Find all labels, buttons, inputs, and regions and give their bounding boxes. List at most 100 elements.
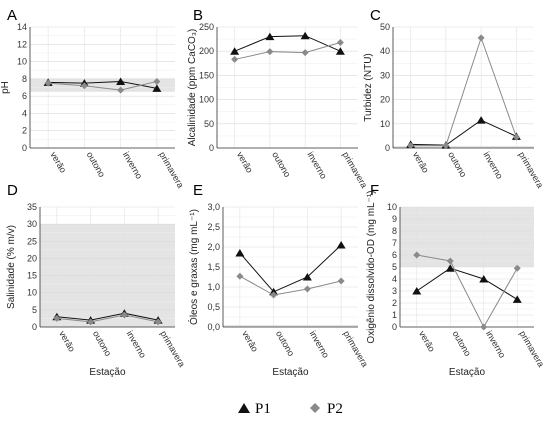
series-line-p2 [48,80,157,91]
data-point-p1 [476,116,486,124]
y-tick-label: 35 [27,202,37,212]
x-tick-label: inverno [305,150,328,181]
y-tick-label: 4 [22,108,27,118]
series-line-p1 [48,80,157,89]
y-tick-label: 50 [204,119,214,129]
data-point-p2 [153,77,161,85]
y-tick-label: 10 [17,57,27,67]
y-tick-label: 3,0 [207,202,220,212]
y-tick-label: 3 [392,286,397,296]
x-tick-label: verão [57,329,77,353]
y-tick-label: 2 [22,126,27,136]
series-line-p1 [234,35,341,52]
series-line-p1 [416,267,518,300]
y-tick-label: 10 [27,288,37,298]
x-tick-label: inverno [308,329,331,360]
data-point-p1 [479,275,489,283]
data-point-p2 [446,257,454,265]
x-tick-label: outono [451,329,473,358]
y-tick-label: 7 [392,238,397,248]
y-axis-label: Salinidade (% m/v) [6,225,17,309]
y-tick-label: 5 [392,262,397,272]
data-point-p1 [336,241,346,249]
data-point-p2 [154,318,162,326]
y-tick-label: 30 [27,219,37,229]
x-tick-label: inverno [484,329,507,360]
panel-b: B 0 50 100 150 200 250 verão outono inverno primav… [187,7,369,190]
panel-letter: B [193,7,203,24]
y-axis-label: Alcalinidade (ppm CaCO₃) [187,29,198,146]
y-axis-label: Óleos e graxas (mg mL⁻¹) [187,209,200,325]
y-tick-label: 1,0 [207,282,220,292]
panel-letter: F [370,182,379,199]
y-tick-label: 150 [199,70,214,80]
y-tick-label: 0,5 [207,302,220,312]
x-axis-label: Estação [449,367,486,378]
data-point-p2 [512,133,520,141]
y-tick-label: 0 [32,322,37,332]
data-point-p1 [152,84,162,92]
data-point-p2 [442,142,450,150]
data-point-p2 [477,34,485,42]
data-point-p2 [407,142,415,150]
data-point-p1 [116,77,126,85]
series-line-p2 [410,36,517,147]
y-tick-label: 25 [27,236,37,246]
series-line-p1 [56,312,159,321]
y-tick-label: 0,0 [207,322,220,332]
data-point-p2 [336,38,344,46]
y-axis-label: pH [0,81,11,94]
panel-a: A 0 2 4 6 8 10 12 14 verão outono inverno primavera p… [0,7,186,190]
legend: P1 P2 [238,401,343,417]
panel-letter: A [7,7,17,24]
y-tick-label: 12 [17,39,27,49]
y-tick-label: 4 [392,274,397,284]
x-tick-label: primavera [518,329,547,369]
data-point-p2 [120,311,128,319]
y-tick-label: 20 [380,95,390,105]
data-point-p1 [302,273,312,281]
panel-letter: C [370,7,381,24]
x-axis-label: Estação [89,367,126,378]
data-point-p1 [335,47,345,55]
y-tick-label: 10 [380,119,390,129]
data-point-p1 [230,47,240,55]
series-line-p2 [56,314,159,323]
data-point-p2 [117,86,125,94]
y-tick-label: 2 [392,298,397,308]
data-point-p2 [480,323,488,331]
data-point-p2 [301,49,309,57]
reference-band [30,78,175,92]
y-tick-label: 6 [22,91,27,101]
y-tick-label: 14 [17,22,27,32]
data-point-p2 [53,314,61,322]
y-tick-label: 1,5 [207,262,220,272]
data-point-p2 [44,79,52,87]
series-line-p1 [410,119,517,146]
x-tick-label: verão [235,150,255,174]
data-point-p1 [265,32,275,41]
data-point-p1 [235,249,245,257]
y-tick-label: 6 [392,250,397,260]
x-tick-label: outono [270,150,292,179]
data-point-p2 [80,82,88,90]
y-tick-label: 250 [199,22,214,32]
y-tick-label: 40 [380,46,390,56]
y-axis-label: Oxigênio dissolvido-OD (mg mL⁻¹) [366,190,377,343]
data-point-p2 [270,291,278,299]
data-point-p2 [337,277,345,285]
data-point-p2 [513,264,521,272]
y-tick-label: 1 [392,310,397,320]
data-point-p2 [236,272,244,280]
y-tick-label: 0 [22,143,27,153]
y-tick-label: 0 [209,143,214,153]
data-point-p1 [412,287,422,295]
data-point-p1 [300,31,310,40]
data-point-p1 [512,295,522,303]
panel-d: D 0 5 10 15 20 25 30 35 verão outono inverno primave… [6,182,187,378]
x-tick-label: outono [446,150,468,179]
series-line-p1 [239,244,342,293]
data-point-p2 [266,48,274,56]
panel-e: E 0,0 0,5 1,0 1,5 2,0 2,5 3,0 verão outono inverno… [187,182,370,378]
